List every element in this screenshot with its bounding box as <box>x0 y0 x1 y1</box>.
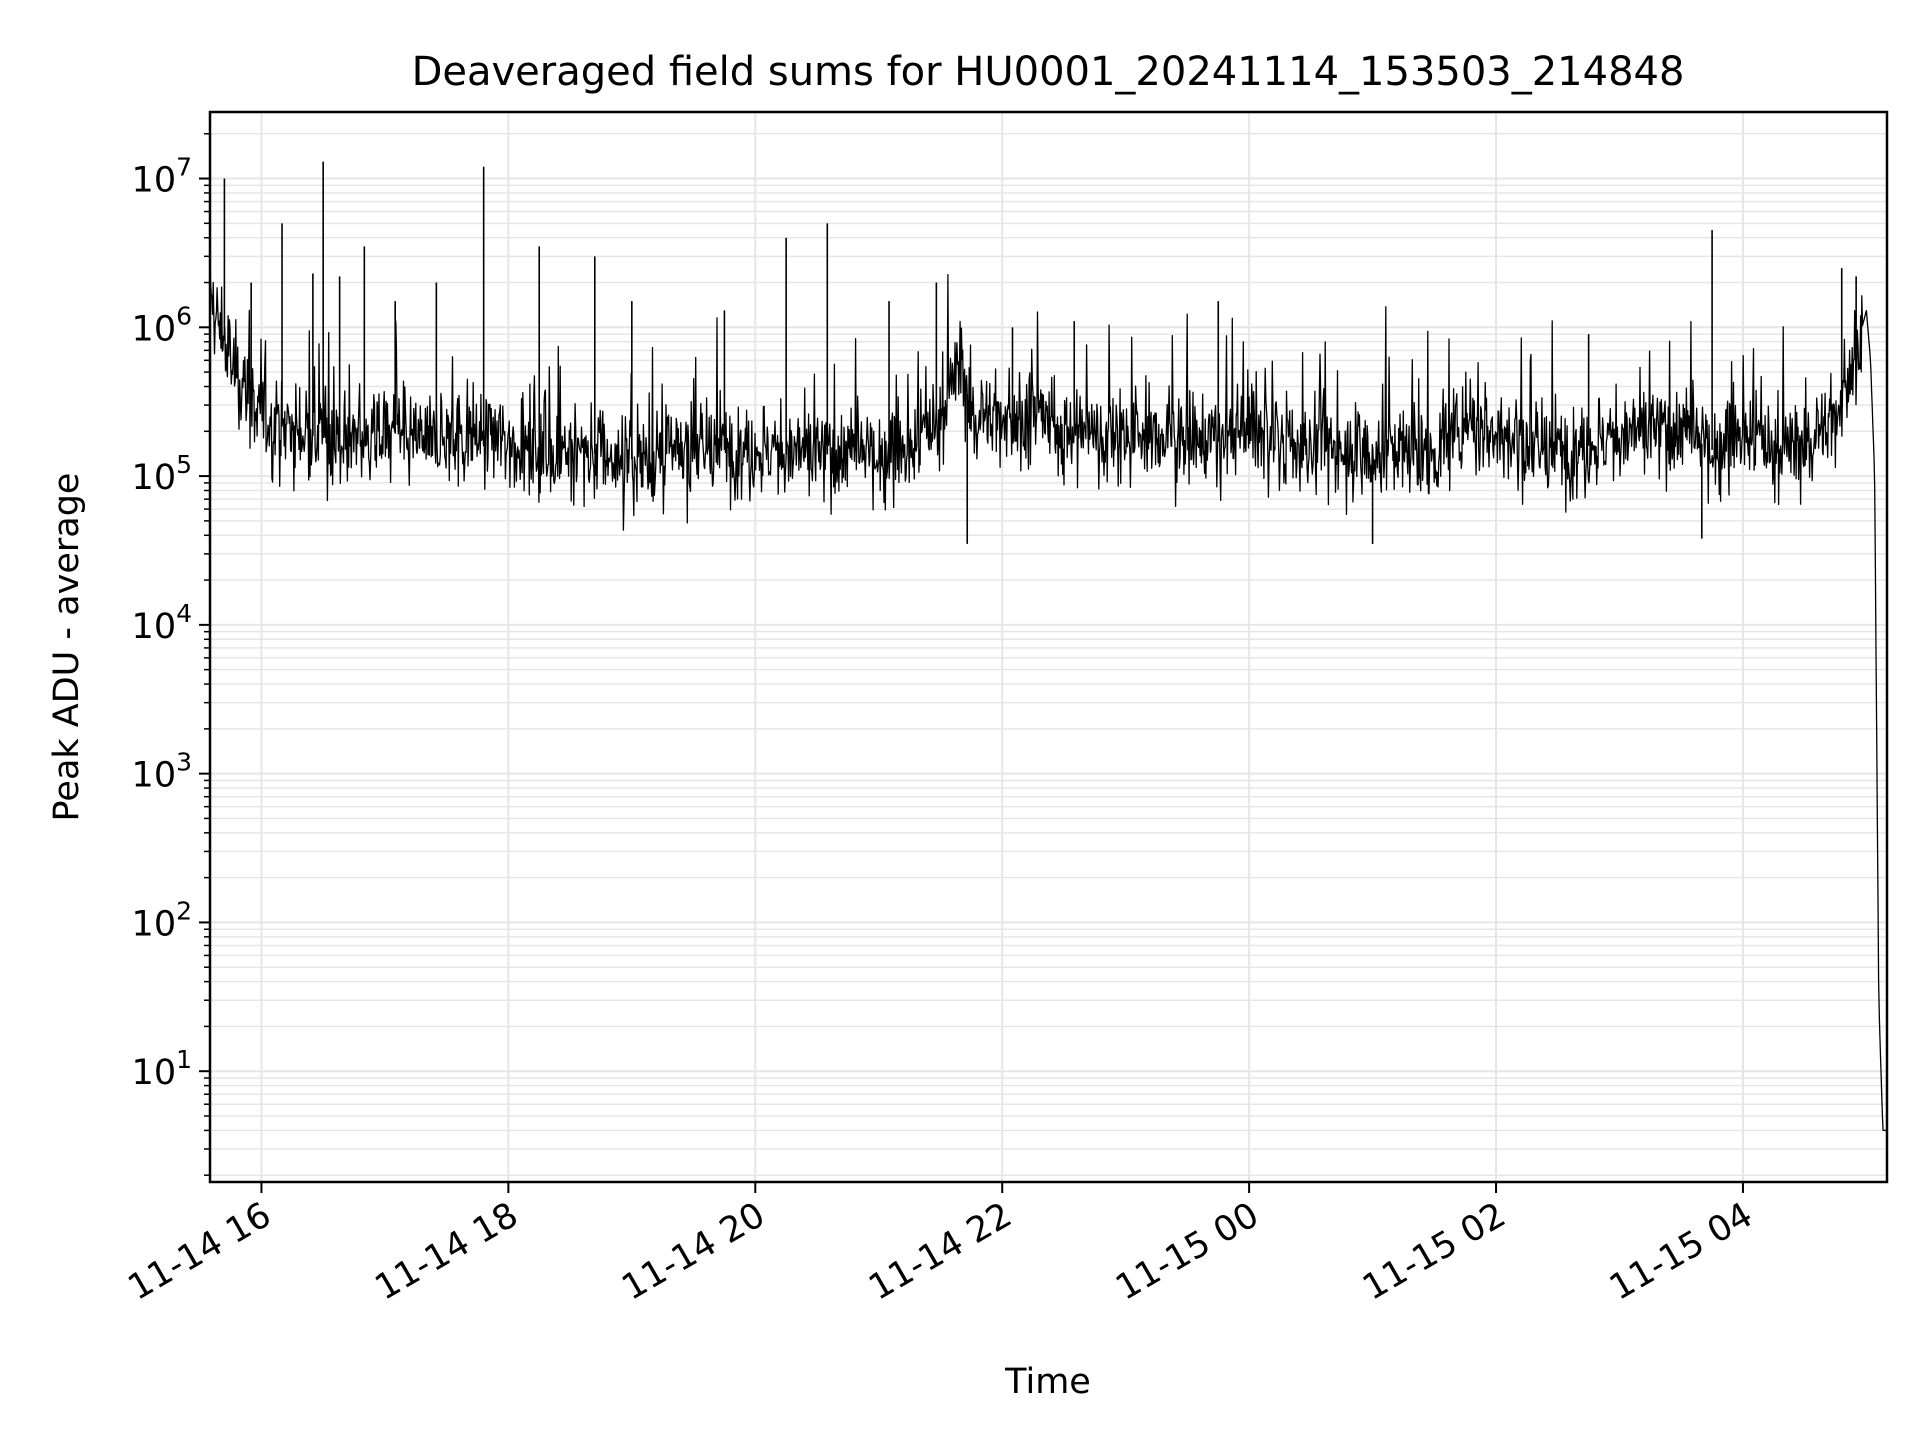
plot-frame <box>208 110 1889 1184</box>
y-tick-base: 10 <box>132 904 177 944</box>
y-tick-exponent: 2 <box>176 896 192 925</box>
y-tick-base: 10 <box>132 756 177 796</box>
y-tick-label: 104 <box>132 599 192 647</box>
y-tick-exponent: 1 <box>176 1045 192 1074</box>
y-tick-label: 103 <box>132 748 192 796</box>
y-tick-base: 10 <box>132 607 177 647</box>
y-tick-exponent: 3 <box>176 748 192 777</box>
y-tick-exponent: 6 <box>176 301 192 330</box>
x-axis-label: Time <box>1004 1362 1091 1402</box>
y-tick-base: 10 <box>132 458 177 498</box>
y-tick-base: 10 <box>132 161 177 201</box>
y-axis-label: Peak ADU - average <box>47 473 87 822</box>
y-tick-label: 105 <box>132 450 192 498</box>
grid-lines <box>210 112 1887 1182</box>
y-tick-label: 102 <box>132 896 192 944</box>
y-tick-exponent: 4 <box>176 599 192 628</box>
y-tick-base: 10 <box>132 309 177 349</box>
series-layer <box>210 161 1887 1132</box>
y-tick-exponent: 7 <box>176 153 192 182</box>
y-tick-label: 107 <box>132 153 192 201</box>
y-tick-base: 10 <box>132 1053 177 1093</box>
y-tick-exponent: 5 <box>176 450 192 479</box>
chart-title: Deaveraged field sums for HU0001_2024111… <box>412 49 1685 95</box>
series-line <box>210 270 1887 1132</box>
y-tick-label: 106 <box>132 301 192 349</box>
y-tick-label: 101 <box>132 1045 192 1093</box>
